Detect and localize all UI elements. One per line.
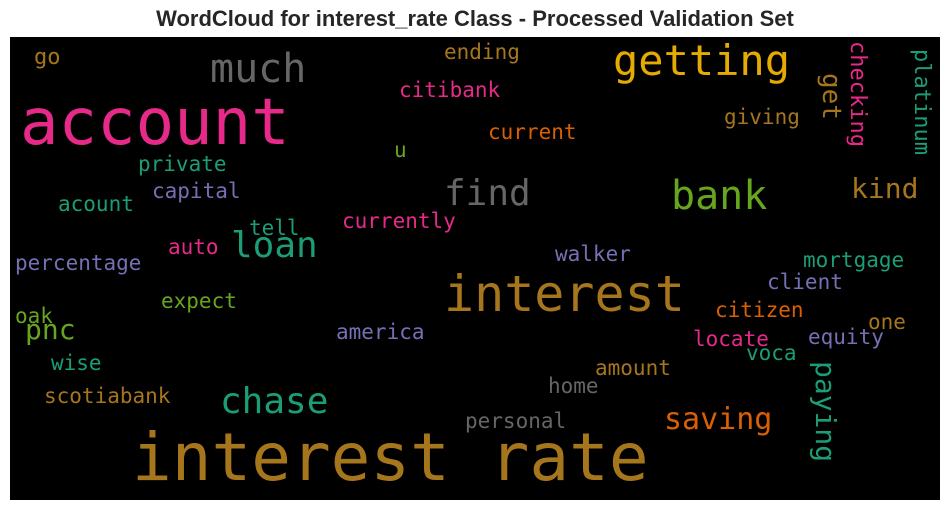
word-account: account [20,86,290,160]
wordcloud-canvas: interest rate account interest getting m… [10,37,940,500]
word-platinum: platinum [909,49,934,155]
word-oak: oak [15,304,53,328]
word-one: one [868,310,906,334]
word-personal: personal [465,409,567,433]
word-scotiabank: scotiabank [44,384,171,408]
word-citizen: citizen [715,298,804,322]
word-pnc: pnc [25,313,76,346]
word-tell: tell [249,216,300,240]
word-locate: locate [693,327,769,351]
word-interest: interest [444,265,685,323]
word-checking: checking [845,41,870,147]
word-bank: bank [671,173,768,219]
word-saving: saving [664,402,773,437]
word-get: get [816,73,846,120]
word-walker: walker [555,242,631,266]
word-expect: expect [161,289,237,313]
word-giving: giving [724,105,800,129]
word-currently: currently [342,209,456,233]
word-find: find [444,173,531,214]
word-private: private [138,152,227,176]
word-equity: equity [808,325,884,349]
word-mortgage: mortgage [803,248,905,272]
word-capital: capital [152,179,241,203]
word-home: home [548,374,599,398]
word-auto: auto [168,235,219,259]
word-america: america [336,320,425,344]
word-ending: ending [444,40,520,64]
word-u: u [394,138,407,162]
word-paying: paying [809,361,842,463]
word-amount: amount [595,356,671,380]
word-chase: chase [220,381,329,422]
word-go: go [34,45,61,70]
word-getting: getting [613,37,791,85]
word-voca: voca [746,341,797,365]
word-much: much [210,46,307,92]
chart-title: WordCloud for interest_rate Class - Proc… [156,6,794,31]
word-citibank: citibank [399,78,501,102]
word-client: client [767,270,843,294]
word-percentage: percentage [15,251,142,275]
word-acount: acount [58,192,134,216]
word-wise: wise [51,351,102,375]
word-loan: loan [231,225,318,266]
word-kind: kind [851,172,919,205]
word-interest-rate: interest rate [132,419,649,496]
word-current: current [488,120,577,144]
